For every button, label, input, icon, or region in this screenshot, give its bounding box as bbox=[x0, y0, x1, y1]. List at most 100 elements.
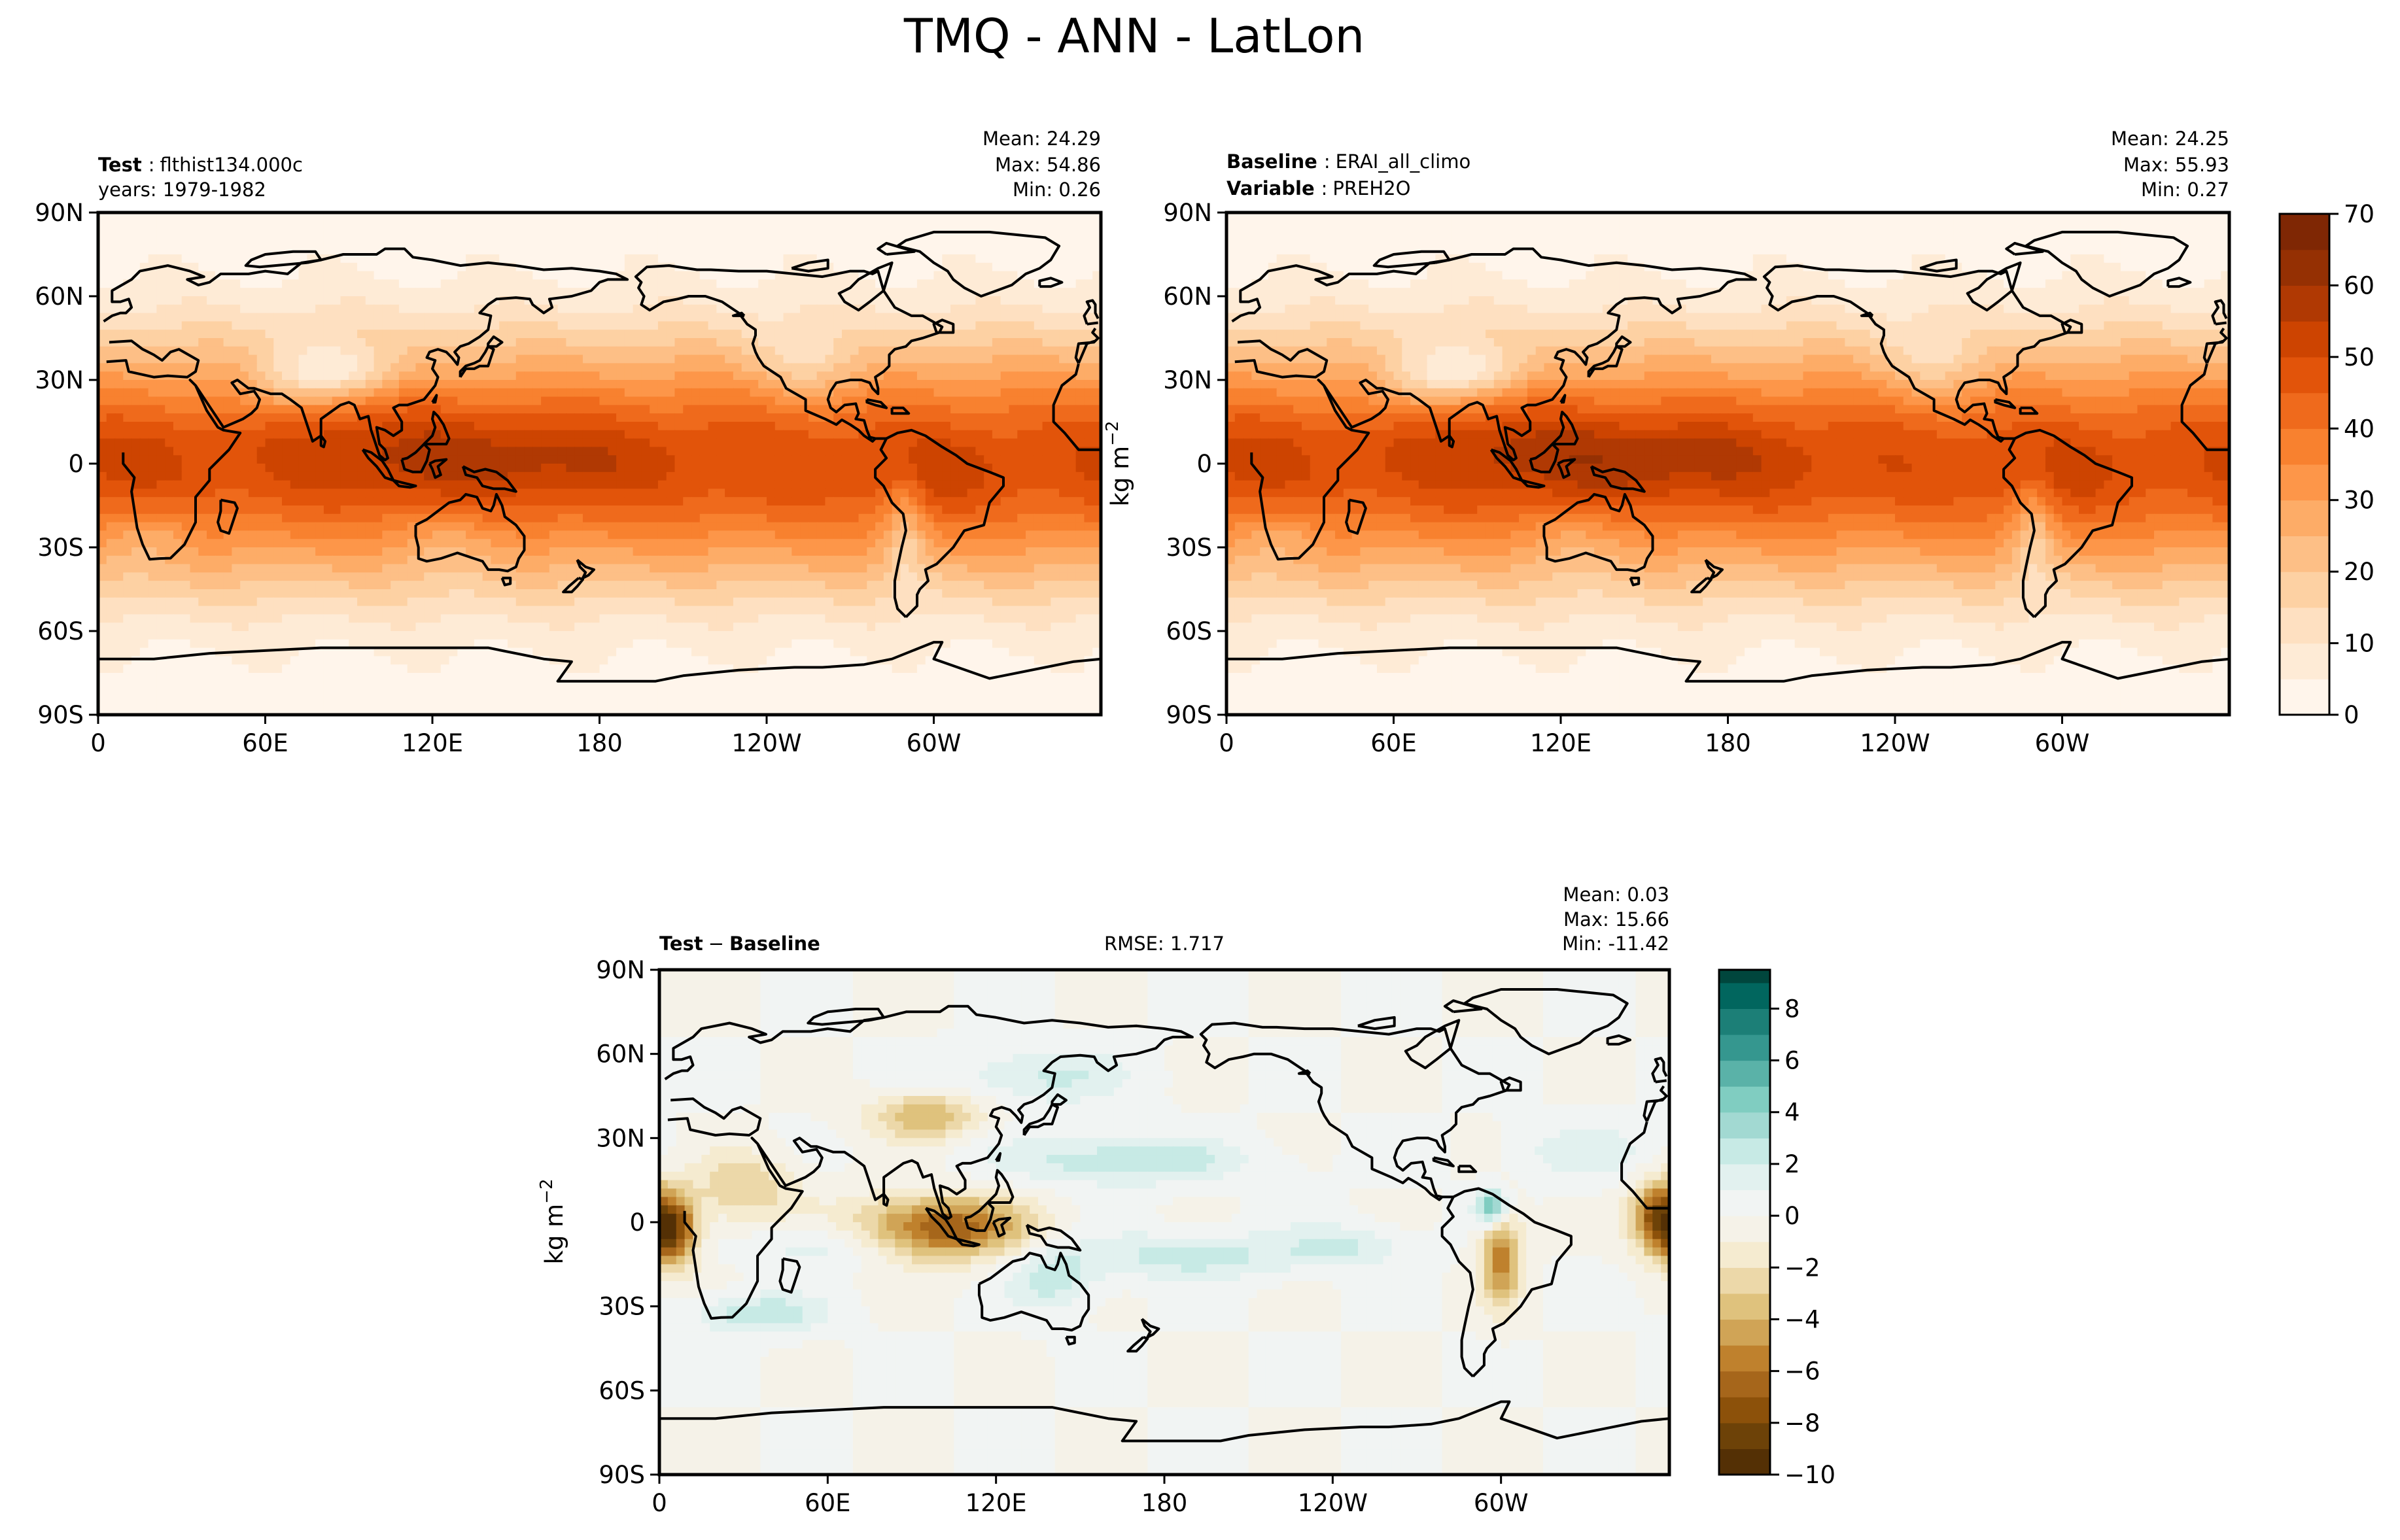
field-cell bbox=[207, 262, 216, 272]
field-cell bbox=[850, 371, 860, 381]
field-cell bbox=[323, 464, 333, 473]
field-cell bbox=[942, 338, 951, 347]
field-cell bbox=[958, 363, 968, 372]
field-cell bbox=[725, 413, 734, 422]
field-cell bbox=[549, 338, 559, 347]
field-cell bbox=[1042, 513, 1052, 523]
field-cell bbox=[616, 346, 625, 356]
field-cell bbox=[950, 346, 960, 356]
field-cell bbox=[181, 405, 191, 414]
field-cell bbox=[207, 380, 216, 389]
field-cell bbox=[992, 539, 1001, 548]
field-cell bbox=[165, 438, 174, 448]
field-cell bbox=[916, 455, 926, 464]
field-cell bbox=[708, 288, 718, 297]
field-cell bbox=[767, 246, 776, 255]
field-cell bbox=[198, 497, 207, 506]
field-cell bbox=[382, 354, 391, 364]
field-cell bbox=[1017, 488, 1026, 498]
field-cell bbox=[365, 555, 375, 565]
field-cell bbox=[1009, 262, 1018, 272]
field-cell bbox=[1051, 371, 1060, 381]
field-cell bbox=[783, 497, 793, 506]
field-cell bbox=[398, 254, 408, 264]
field-cell bbox=[599, 513, 609, 523]
field-cell bbox=[683, 505, 692, 515]
field-cell bbox=[808, 513, 818, 523]
field-cell bbox=[833, 296, 843, 305]
field-cell bbox=[457, 396, 466, 406]
field-cell bbox=[391, 296, 400, 305]
field-cell bbox=[240, 497, 249, 506]
field-cell bbox=[173, 464, 183, 473]
field-cell bbox=[825, 422, 834, 431]
field-cell bbox=[566, 464, 575, 473]
field-cell bbox=[156, 547, 166, 556]
field-cell bbox=[909, 271, 918, 281]
field-cell bbox=[424, 262, 433, 272]
field-cell bbox=[967, 413, 977, 422]
field-cell bbox=[942, 288, 951, 297]
field-cell bbox=[942, 471, 951, 481]
field-cell bbox=[181, 304, 191, 314]
field-cell bbox=[499, 254, 508, 264]
field-cell bbox=[290, 254, 300, 264]
field-cell bbox=[391, 354, 400, 364]
field-cell bbox=[123, 330, 132, 339]
field-cell bbox=[207, 388, 216, 398]
field-cell bbox=[774, 488, 784, 498]
field-cell bbox=[1059, 254, 1068, 264]
field-cell bbox=[574, 330, 583, 339]
field-cell bbox=[549, 396, 559, 406]
field-cell bbox=[958, 354, 968, 364]
field-cell bbox=[1000, 246, 1010, 255]
field-cell bbox=[198, 547, 207, 556]
field-cell bbox=[223, 438, 233, 448]
field-cell bbox=[123, 455, 132, 464]
field-cell bbox=[315, 313, 324, 322]
field-cell bbox=[315, 505, 324, 515]
field-cell bbox=[282, 330, 291, 339]
field-cell bbox=[240, 330, 249, 339]
field-cell bbox=[114, 405, 124, 414]
field-cell bbox=[148, 237, 158, 247]
field-cell bbox=[474, 237, 483, 247]
field-cell bbox=[916, 547, 926, 556]
field-cell bbox=[491, 354, 500, 364]
field-cell bbox=[699, 354, 709, 364]
field-cell bbox=[875, 321, 884, 330]
field-cell bbox=[691, 422, 701, 431]
field-cell bbox=[825, 338, 834, 347]
field-cell bbox=[1017, 447, 1026, 456]
field-cell bbox=[984, 413, 993, 422]
field-cell bbox=[507, 455, 517, 464]
field-cell bbox=[708, 237, 718, 247]
field-cell bbox=[298, 296, 308, 305]
field-cell bbox=[1017, 220, 1026, 230]
field-cell bbox=[591, 321, 600, 330]
field-cell bbox=[198, 246, 207, 255]
field-cell bbox=[282, 522, 291, 532]
field-cell bbox=[123, 220, 132, 230]
field-cell bbox=[883, 321, 893, 330]
field-cell bbox=[449, 338, 459, 347]
field-cell bbox=[466, 396, 475, 406]
field-cell bbox=[190, 304, 200, 314]
field-cell bbox=[181, 363, 191, 372]
field-cell bbox=[507, 313, 517, 322]
field-cell bbox=[883, 304, 893, 314]
field-cell bbox=[198, 447, 207, 456]
field-cell bbox=[515, 220, 525, 230]
field-cell bbox=[332, 422, 341, 431]
field-cell bbox=[240, 229, 249, 239]
field-cell bbox=[624, 338, 634, 347]
field-cell bbox=[382, 388, 391, 398]
field-cell bbox=[841, 229, 851, 239]
field-cell bbox=[165, 471, 174, 481]
field-cell bbox=[482, 530, 492, 539]
field-cell bbox=[549, 430, 559, 439]
field-cell bbox=[741, 254, 751, 264]
field-cell bbox=[374, 405, 383, 414]
field-cell bbox=[181, 296, 191, 305]
field-cell bbox=[215, 330, 224, 339]
